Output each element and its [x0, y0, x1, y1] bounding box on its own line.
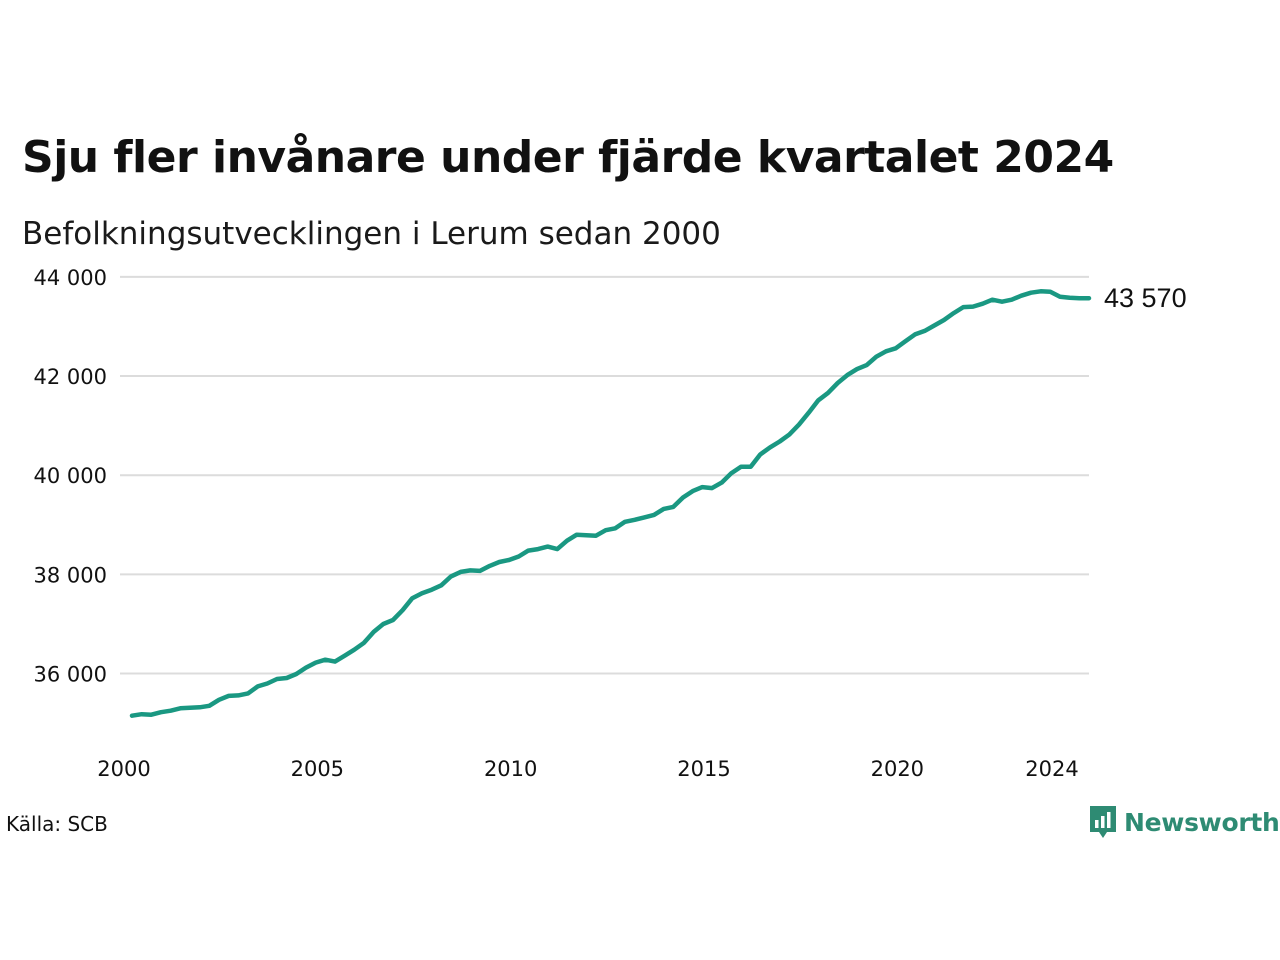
x-tick-label: 2005 — [291, 757, 344, 781]
brand-logo: Newsworthy — [1088, 804, 1280, 840]
newsworthy-logo-icon — [1090, 806, 1116, 838]
grid-lines — [120, 275, 1089, 675]
end-value-label: 43 570 — [1104, 283, 1187, 313]
x-tick-label: 2024 — [1025, 757, 1078, 781]
y-tick-label: 38 000 — [34, 563, 107, 587]
x-tick-label: 2020 — [871, 757, 924, 781]
source-note: Källa: SCB — [6, 812, 108, 836]
y-axis-ticks: 36 000 38 000 40 000 42 000 44 000 — [34, 266, 107, 687]
brand-name: Newsworthy — [1124, 807, 1280, 837]
population-line — [129, 289, 1092, 718]
y-tick-label: 42 000 — [34, 365, 107, 389]
x-tick-label: 2015 — [677, 757, 730, 781]
chart-subtitle: Befolkningsutvecklingen i Lerum sedan 20… — [22, 216, 721, 252]
x-axis-ticks: 2000 2005 2010 2015 2020 2024 — [97, 757, 1078, 781]
x-tick-label: 2010 — [484, 757, 537, 781]
chart-title: Sju fler invånare under fjärde kvartalet… — [22, 132, 1114, 183]
y-tick-label: 44 000 — [34, 266, 107, 290]
y-tick-label: 36 000 — [34, 663, 107, 687]
x-tick-label: 2000 — [97, 757, 150, 781]
y-tick-label: 40 000 — [34, 464, 107, 488]
